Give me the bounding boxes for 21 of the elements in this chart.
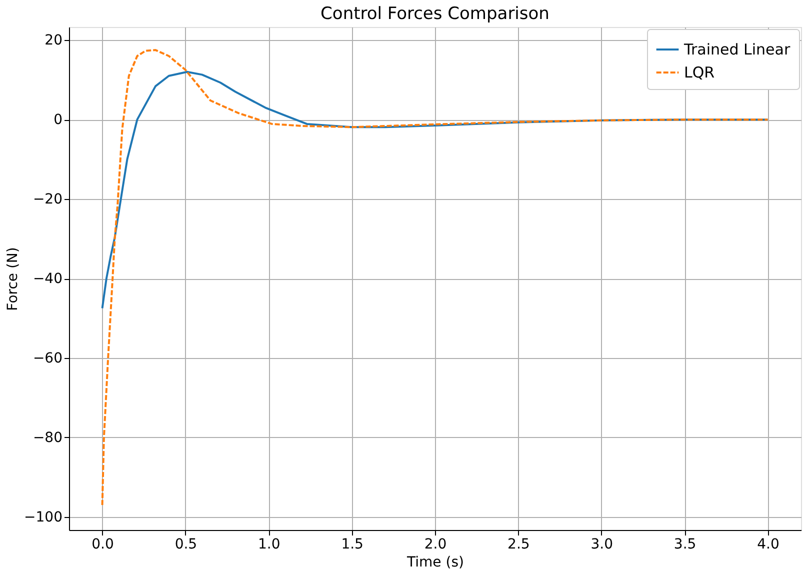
y-tick-label: 0 xyxy=(54,112,62,128)
x-tick-label: 1.0 xyxy=(258,536,280,552)
legend-label: LQR xyxy=(684,64,715,82)
x-tick-label: 4.0 xyxy=(757,536,780,552)
y-axis-title: Force (N) xyxy=(5,247,22,311)
y-tick-label: −40 xyxy=(32,271,62,287)
y-tick-label: −100 xyxy=(24,509,62,526)
y-tick-label: −60 xyxy=(32,350,62,366)
chart-title: Control Forces Comparison xyxy=(320,4,550,24)
y-tick-label: −80 xyxy=(32,430,62,446)
x-tick-label: 2.5 xyxy=(508,536,530,552)
x-tick-label: 0.5 xyxy=(174,536,198,552)
legend-label: Trained Linear xyxy=(683,40,791,58)
x-axis-title: Time (s) xyxy=(406,554,464,570)
x-tick-label: 3.5 xyxy=(674,536,696,552)
y-tick-label: −20 xyxy=(32,192,62,208)
x-tick-label: 1.5 xyxy=(341,536,364,552)
x-tick-label: 2.0 xyxy=(424,536,447,552)
y-tick-label: 20 xyxy=(44,32,62,49)
x-tick-label: 3.0 xyxy=(590,536,613,552)
x-tick-label: 0.0 xyxy=(92,536,114,552)
